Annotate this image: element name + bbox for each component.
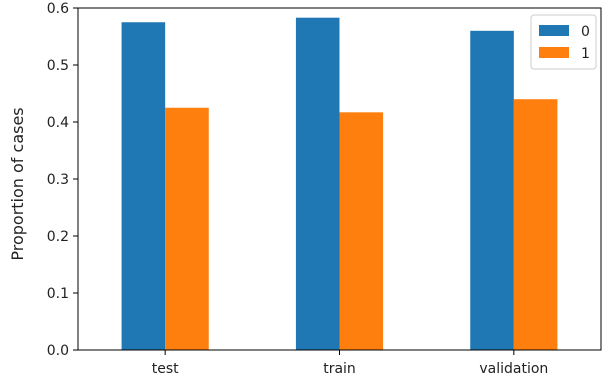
- y-axis: 0.0 0.1 0.2 0.3 0.4 0.5 0.6: [47, 1, 78, 359]
- bar-test-series-0: [121, 22, 166, 350]
- bar-train-series-0: [295, 17, 340, 350]
- x-axis: test train validation: [152, 350, 548, 376]
- bar-validation-series-0: [470, 30, 514, 351]
- y-tick-label: 0.5: [47, 58, 69, 74]
- legend-swatch: [539, 25, 569, 36]
- legend-label: 0: [581, 24, 590, 40]
- legend-swatch: [539, 47, 569, 58]
- bar-validation-series-1: [513, 99, 558, 350]
- bar-train-series-1: [339, 112, 384, 350]
- x-tick-label: validation: [479, 361, 548, 376]
- x-tick-label: test: [152, 361, 179, 376]
- bars: [121, 17, 558, 351]
- y-tick-label: 0.1: [47, 286, 69, 302]
- y-tick-label: 0.4: [47, 115, 69, 131]
- y-tick-label: 0.3: [47, 172, 69, 188]
- x-tick-label: train: [323, 361, 356, 376]
- y-tick-label: 0.0: [47, 343, 69, 359]
- plot-area-frame: [77, 7, 602, 351]
- y-tick-label: 0.6: [47, 1, 69, 17]
- bar-test-series-1: [165, 107, 209, 350]
- y-axis-label: Proportion of cases: [8, 107, 27, 260]
- legend-label: 1: [581, 46, 590, 62]
- y-tick-label: 0.2: [47, 229, 69, 245]
- legend: 01: [530, 14, 597, 70]
